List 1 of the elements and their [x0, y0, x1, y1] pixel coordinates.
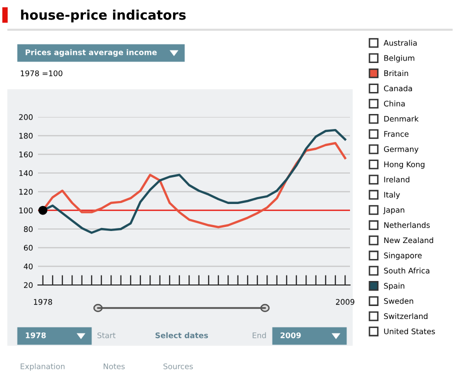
chart-title: house-price indicators	[21, 10, 186, 22]
